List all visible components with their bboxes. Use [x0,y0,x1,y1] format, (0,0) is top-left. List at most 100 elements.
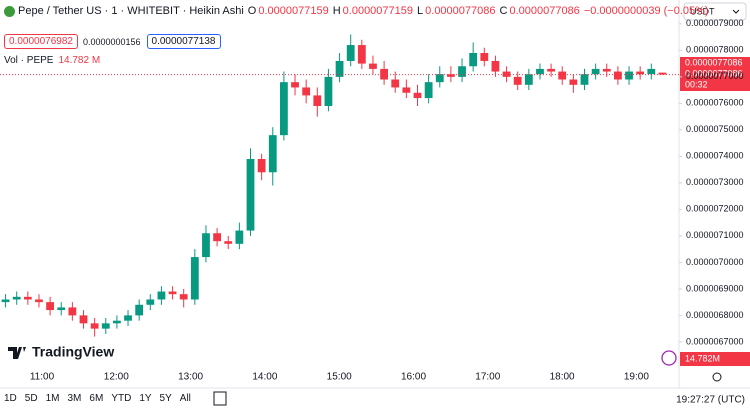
candle-body [257,159,266,173]
ohlc: O 0.0000077159 H 0.0000077159 L 0.0000077086 C… [244,5,580,17]
candle-body [602,68,611,72]
candle-body [424,82,433,99]
y-tick-label: 0.0000070000 [686,257,744,267]
bid[interactable]: 0.0000076982 [4,34,78,49]
candle-body [614,71,622,80]
range-button[interactable]: 3M [67,393,82,404]
range-button[interactable]: 5Y [159,393,172,404]
calendar-icon[interactable] [213,391,227,406]
currency[interactable]: USDT [690,6,715,16]
ask[interactable]: 0.0000077138 [146,34,221,49]
logo-icon [8,347,26,359]
candle-body [324,76,333,107]
candle-body [647,68,656,75]
candle-body [591,68,600,75]
range-button[interactable]: 5D [24,393,38,404]
clock: 19:27:27 (UTC) [676,395,745,406]
candle-body [246,159,255,231]
last-price: 0.0000077086 [685,57,743,67]
candle-body [502,71,511,77]
candle-body [57,307,66,311]
candle-body [135,304,144,316]
ohlc-value: 0.0000077086 [509,5,580,17]
range-button[interactable]: 1D [4,393,17,404]
last-price-tag [680,57,750,91]
volume-tag-text: 14.782M [685,353,720,363]
symbol-title: Pepe / Tether US · 1 · WHITEBIT · Heikin… [18,5,244,17]
candle-body [46,302,54,311]
candle-body [302,87,311,96]
candle-body [1,299,10,303]
y-tick-label: 0.0000074000 [686,151,744,161]
candle-body [268,135,277,173]
candle-body [313,95,322,107]
candle-body [480,53,489,61]
candle-body [346,45,355,61]
settings-icon[interactable] [712,372,722,382]
ohlc-value: 0.0000077086 [425,5,496,17]
volume-row: Vol · PEPE 14.782 M [4,55,100,66]
range-bar: 1D 5D 1M 3M 6M YTD 1Y 5Y All [4,393,191,404]
candle-body [513,76,522,85]
range-button[interactable]: All [179,393,191,404]
currency-select[interactable] [683,2,747,21]
candle-body [491,60,500,72]
range-button[interactable]: 1M [45,393,60,404]
x-tick-label: 12:00 [104,372,129,383]
candle-body [547,68,555,72]
y-tick-label: 0.0000077000 [686,71,744,81]
x-tick-label: 14:00 [252,372,277,383]
candle-body [68,307,77,316]
candle-body [157,291,166,300]
candle-body [124,315,132,321]
indicator-icon[interactable] [661,350,677,366]
x-tick-label: 16:00 [401,372,426,383]
candle-body [224,241,233,244]
range-button[interactable]: YTD [111,393,132,404]
candle-body [458,66,466,77]
x-tick-label: 11:00 [30,372,55,383]
spread: 0.0000000156 [82,36,141,47]
candle-body [280,82,288,136]
x-tick-label: 17:00 [475,372,500,383]
candle-body [402,87,411,93]
candle-body [23,296,32,300]
candle-body [235,230,244,244]
candle-body [101,323,110,329]
volume-value: 14.782 M [58,55,101,66]
candle-body [12,296,21,300]
candle-body [558,71,567,80]
volume-label: Vol · PEPE [4,55,54,66]
y-tick-label: 0.0000078000 [686,45,744,55]
candle-body [636,71,645,75]
chevron [732,9,740,14]
candle-body [536,68,544,75]
candle-body [168,291,177,295]
last-price: 0.0000077086 [685,68,743,78]
range-button[interactable]: 6M [89,393,104,404]
candle-body [213,233,221,242]
volume-tag [680,352,750,366]
x-tick-label: 18:00 [550,372,575,383]
candle-body [90,323,99,329]
ohlc-key: O [247,5,257,17]
candle-body [35,299,43,303]
y-tick-label: 0.0000073000 [686,177,744,187]
candle-body [113,320,121,324]
candle-body [524,74,533,85]
candle-body [202,233,210,258]
candle-body [625,71,633,80]
candle-body [190,257,199,300]
candle-body [335,60,344,77]
legend-row: Pepe / Tether US · 1 · WHITEBIT · Heikin… [4,3,709,19]
quote-row: 0.0000076982 0.0000000156 0.0000077138 [4,34,226,49]
y-tick-label: 0.0000068000 [686,310,744,320]
y-tick-label: 0.0000071000 [686,230,744,240]
ohlc-value: 0.0000077159 [258,5,329,17]
x-tick-label: 13:00 [178,372,203,383]
y-tick-label: 0.0000067000 [686,336,744,346]
candle-body [580,74,589,85]
range-button[interactable]: 1Y [139,393,152,404]
